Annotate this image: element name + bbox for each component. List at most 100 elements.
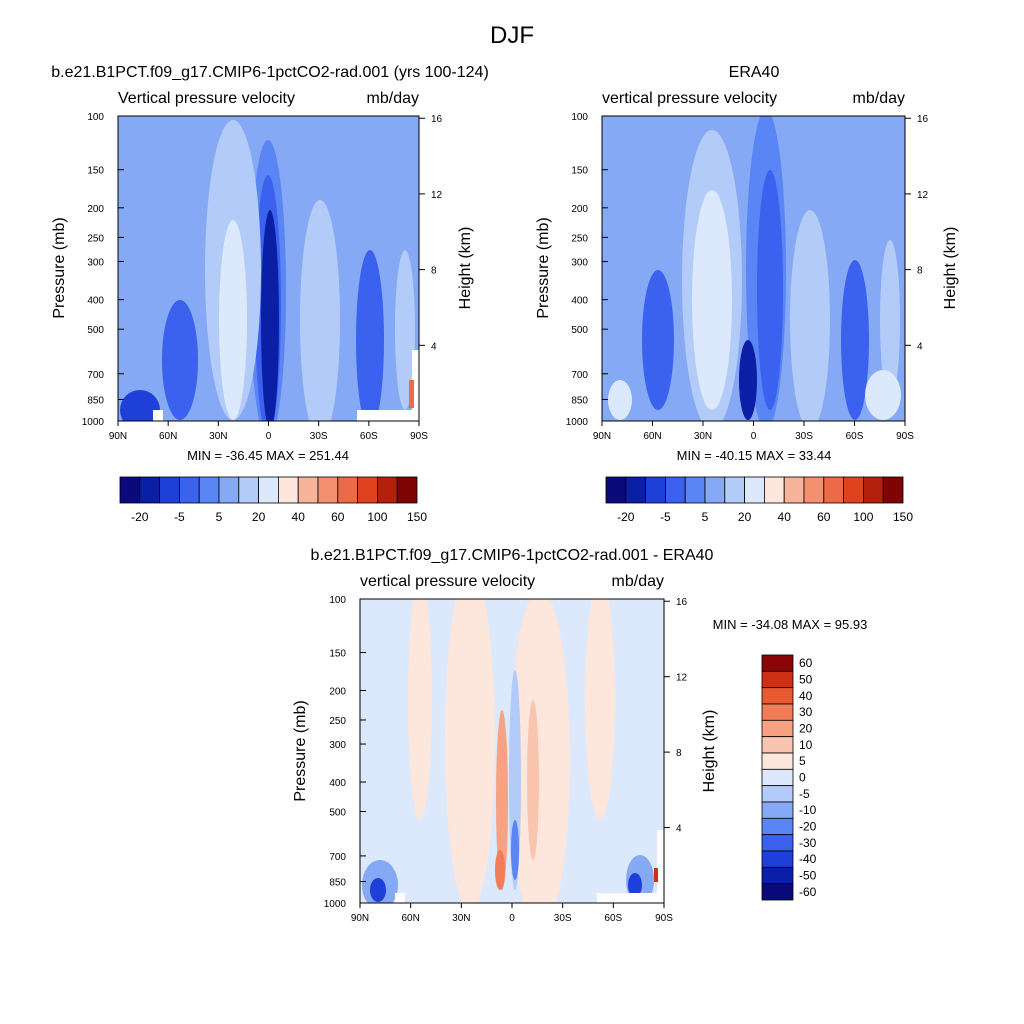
panel-difference: b.e21.B1PCT.f09_g17.CMIP6-1pctCO2-rad.00… (292, 547, 868, 924)
height-axis: 16 12 8 4 (905, 114, 929, 352)
left-subtitle: vertical pressure velocity (602, 90, 777, 107)
colorbar-box (297, 476, 319, 504)
colorbar-box (357, 476, 378, 504)
x-tick-label: 60N (401, 913, 419, 924)
colorbar-box (761, 687, 794, 705)
y-tick-label: 100 (87, 112, 104, 123)
y-right-tick-label: 16 (676, 597, 688, 608)
contour-band (865, 370, 901, 420)
y-axis-label: Pressure (mb) (51, 217, 68, 318)
y-tick-label: 200 (329, 687, 346, 698)
colorbar-box (625, 476, 646, 504)
contour-band (510, 599, 570, 903)
contour-band (445, 599, 495, 903)
colorbar-label: 150 (893, 510, 913, 524)
x-tick-label: 90S (655, 913, 673, 924)
colorbar-box (724, 476, 745, 504)
y-axis-label: Pressure (mb) (292, 700, 309, 801)
colorbar-box (605, 476, 627, 504)
colorbar-label: -5 (174, 510, 185, 524)
latitude-axis: 90N 60N 30N 0 30S 60S 90S (351, 903, 673, 924)
y-right-tick-label: 12 (917, 190, 929, 201)
min-max-stats: MIN = -34.08 MAX = 95.93 (713, 617, 868, 632)
colorbar-box (744, 476, 765, 504)
contour-band (356, 250, 384, 421)
y-tick-label: 700 (571, 370, 588, 381)
y-tick-label: 1000 (566, 417, 589, 428)
colorbar-label: -50 (799, 869, 817, 883)
y-tick-label: 850 (329, 878, 346, 889)
contour-band (511, 820, 519, 880)
colorbar-label: -20 (131, 510, 149, 524)
contour-band (692, 190, 732, 410)
colorbar-box (337, 476, 358, 504)
colorbar-box (761, 866, 794, 885)
panel-model: b.e21.B1PCT.f09_g17.CMIP6-1pctCO2-rad.00… (51, 64, 489, 524)
y-tick-label: 250 (87, 233, 104, 244)
colorbar-box (761, 719, 794, 738)
contour-band (527, 700, 539, 860)
colorbar-box (783, 476, 805, 504)
missing-data-mask (153, 410, 163, 421)
colorbar-label: 100 (367, 510, 387, 524)
colorbar-label: 60 (817, 510, 831, 524)
page-title: DJF (490, 22, 534, 49)
colorbar-box (761, 850, 794, 868)
colorbar-box (761, 670, 794, 689)
missing-data-mask (357, 410, 412, 421)
x-tick-label: 60S (360, 431, 378, 442)
colorbar-box (761, 883, 794, 901)
y-right-tick-label: 12 (676, 673, 688, 684)
y-right-tick-label: 16 (431, 114, 443, 125)
x-tick-label: 90N (109, 431, 127, 442)
colorbar-label: -5 (660, 510, 671, 524)
colorbar-label: 40 (799, 689, 813, 703)
x-tick-label: 60N (643, 431, 661, 442)
colorbar-box (645, 476, 666, 504)
contour-band (395, 250, 415, 410)
colorbar-box (317, 476, 339, 504)
y-tick-label: 400 (571, 296, 588, 307)
contour-band (608, 380, 632, 420)
y-right-tick-label: 8 (676, 748, 682, 759)
y-tick-label: 850 (571, 395, 588, 406)
contour-band (757, 170, 783, 410)
height-axis: 16 12 8 4 (419, 114, 443, 352)
right-subtitle: mb/day (367, 90, 419, 107)
y-tick-label: 700 (329, 852, 346, 863)
x-tick-label: 60S (846, 431, 864, 442)
colorbar-box (761, 785, 794, 803)
y-tick-label: 400 (87, 296, 104, 307)
colorbar-box (761, 817, 794, 836)
y-right-tick-label: 16 (917, 114, 929, 125)
colorbar-box (684, 476, 706, 504)
colorbar-label: 0 (799, 771, 806, 785)
colorbar-label: 10 (799, 738, 813, 752)
y-tick-label: 300 (329, 740, 346, 751)
colorbar-box (198, 476, 220, 504)
y-tick-label: 100 (571, 112, 588, 123)
colorbar-label: 100 (853, 510, 873, 524)
y-tick-label: 700 (87, 370, 104, 381)
colorbar-box (882, 476, 904, 504)
y-tick-label: 300 (87, 258, 104, 269)
panel-title: b.e21.B1PCT.f09_g17.CMIP6-1pctCO2-rad.00… (51, 64, 489, 81)
colorbar-box (139, 476, 161, 504)
x-tick-label: 90S (410, 431, 428, 442)
y-tick-label: 1000 (324, 899, 347, 910)
colorbar-box (761, 654, 794, 672)
y-tick-label: 150 (87, 166, 104, 177)
pressure-axis: 100 150 200 250 300 400 500 700 850 1000 (82, 112, 124, 428)
colorbar-label: -20 (617, 510, 635, 524)
colorbar-box (119, 476, 141, 504)
colorbar-box (396, 476, 418, 504)
x-tick-label: 60S (604, 913, 622, 924)
colorbar-box (761, 768, 794, 787)
y-tick-label: 200 (87, 204, 104, 215)
contour-band (408, 599, 432, 820)
y-right-tick-label: 4 (917, 341, 923, 352)
min-max-stats: MIN = -36.45 MAX = 251.44 (187, 448, 349, 463)
y-right-tick-label: 12 (431, 190, 443, 201)
y-tick-label: 150 (571, 166, 588, 177)
